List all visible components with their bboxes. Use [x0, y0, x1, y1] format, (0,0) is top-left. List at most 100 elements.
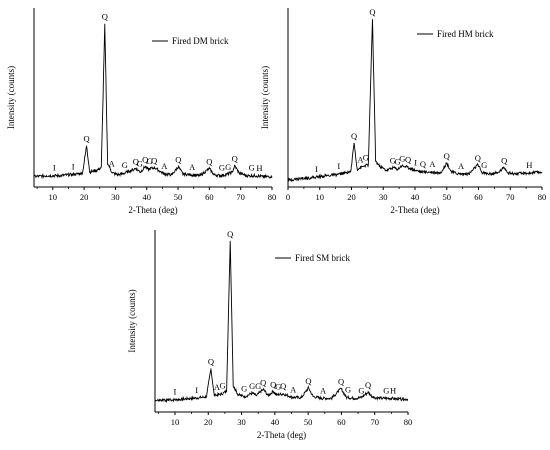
peak-label: Q	[338, 377, 344, 387]
peak-label: I	[195, 385, 198, 395]
x-tick-label: 10	[316, 192, 325, 202]
x-tick-label: 10	[171, 417, 180, 427]
x-tick-label: 10	[49, 192, 58, 202]
chart-panel-3: 10 20 30 40 50 60 70 80 2-Theta (deg) Intensity (…	[127, 229, 412, 440]
peak-label: G	[249, 381, 255, 391]
peak-label: G	[122, 160, 128, 170]
peak-label: I	[337, 161, 340, 171]
x-tick-label: 40	[271, 417, 280, 427]
peak-label: G	[249, 163, 255, 173]
diffraction-line	[154, 240, 409, 404]
peak-label: G	[383, 385, 389, 395]
x-tick-label: 40	[142, 192, 151, 202]
x-tick-label: 30	[237, 417, 246, 427]
peak-label: A	[214, 382, 221, 392]
peak-label: Q	[501, 156, 507, 166]
peak-label: Q	[444, 151, 450, 161]
peak-label: G	[255, 381, 261, 391]
diffraction-line	[33, 23, 273, 180]
peak-label: A	[290, 384, 297, 394]
peak-label: G	[390, 156, 396, 166]
peak-label: Q	[102, 12, 108, 22]
peak-label: G	[363, 153, 369, 163]
x-tick-label: 60	[205, 192, 214, 202]
legend-label: Fired DM brick	[172, 36, 229, 46]
legend-label: Fired SM brick	[295, 253, 350, 263]
x-tick-label: 80	[538, 192, 547, 202]
peak-label: G	[137, 159, 143, 169]
peak-label: A	[320, 385, 327, 395]
peak-label: H	[256, 163, 262, 173]
x-axis-title: 2-Theta (deg)	[257, 430, 306, 440]
peak-label: I	[414, 157, 417, 167]
x-axis-title: 2-Theta (deg)	[128, 205, 177, 215]
peak-label: Q	[260, 378, 266, 388]
peak-label: G	[345, 385, 351, 395]
peak-label: Q	[151, 156, 157, 166]
chart-panel-2: 0 10 20 30 40 50 60 70 80 2-Theta (deg) Intensity …	[260, 7, 546, 215]
peak-label: Q	[227, 229, 233, 239]
peak-label: Q	[232, 154, 238, 164]
peak-label: A	[109, 159, 116, 169]
peak-label: A	[429, 159, 436, 169]
x-tick-label: 70	[236, 192, 245, 202]
peak-label: H	[390, 386, 396, 396]
legend-label: Fired HM brick	[437, 29, 494, 39]
y-axis-title: Intensity (counts)	[127, 289, 137, 352]
x-tick-label: 60	[474, 192, 483, 202]
peak-label: Q	[208, 356, 214, 366]
x-tick-label: 60	[337, 417, 346, 427]
peak-label: I	[315, 164, 318, 174]
x-tick-label: 20	[204, 417, 213, 427]
peak-label: G	[399, 154, 405, 164]
x-tick-label: 40	[411, 192, 420, 202]
peak-label: G	[358, 385, 364, 395]
peak-label: Q	[280, 381, 286, 391]
peak-label: G	[394, 156, 400, 166]
x-tick-label: 20	[80, 192, 89, 202]
x-axis-title: 2-Theta (deg)	[390, 205, 439, 215]
peak-label: A	[189, 162, 196, 172]
y-axis-title: Intensity (counts)	[6, 66, 16, 129]
chart-panel-1: 10 20 30 40 50 60 70 80 2-Theta (deg) Intensity (…	[6, 8, 276, 215]
peak-label: Q	[270, 379, 276, 389]
peak-label: Q	[305, 376, 311, 386]
x-tick-label: 0	[286, 192, 290, 202]
peak-label: Q	[475, 153, 481, 163]
x-tick-label: 50	[443, 192, 452, 202]
x-tick-label: 50	[174, 192, 183, 202]
peak-label: I	[72, 161, 75, 171]
y-axis-title: Intensity (counts)	[260, 66, 270, 129]
x-tick-label: 50	[304, 417, 313, 427]
peak-label: I	[53, 163, 56, 173]
peak-label: G	[225, 162, 231, 172]
peak-label: Q	[175, 155, 181, 165]
peak-label: H	[526, 160, 532, 170]
peak-label: Q	[133, 156, 139, 166]
x-tick-label: 30	[379, 192, 388, 202]
peak-label: Q	[369, 7, 375, 17]
x-tick-label: 70	[370, 417, 379, 427]
x-tick-label: 80	[268, 192, 277, 202]
peak-label: G	[147, 156, 153, 166]
peak-label: G	[275, 382, 281, 392]
peak-label: G	[481, 160, 487, 170]
x-tick-label: 30	[111, 192, 120, 202]
peak-label: Q	[206, 156, 212, 166]
peak-label: Q	[84, 134, 90, 144]
peak-label: A	[161, 161, 168, 171]
peak-label: I	[174, 387, 177, 397]
x-tick-label: 70	[506, 192, 515, 202]
peak-label: G	[219, 163, 225, 173]
peak-label: A	[357, 155, 364, 165]
peak-label: Q	[142, 155, 148, 165]
peak-label: Q	[351, 131, 357, 141]
peak-label: Q	[405, 155, 411, 165]
peak-label: Q	[420, 159, 426, 169]
peak-label: Q	[365, 380, 371, 390]
peak-label: A	[458, 161, 465, 171]
diffraction-line	[287, 19, 543, 183]
x-tick-label: 20	[347, 192, 356, 202]
peak-label: G	[220, 380, 226, 390]
